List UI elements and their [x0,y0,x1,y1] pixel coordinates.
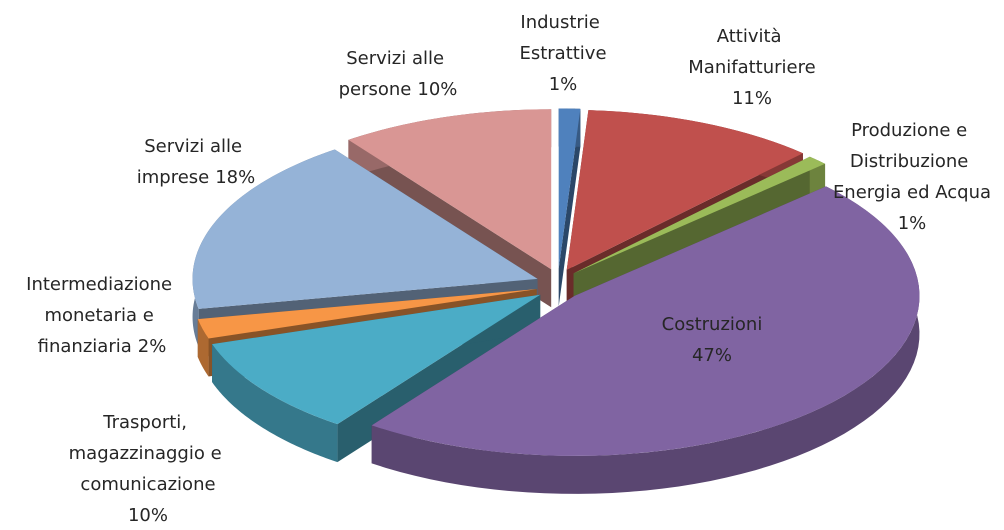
label-line: monetaria e [44,305,159,326]
label-line: Intermediazione [26,274,178,295]
pie-slice [348,109,552,270]
pie-slice [192,149,538,309]
slice-wall [212,344,338,463]
slice-wall [197,319,209,377]
label-line: Costruzioni [662,314,763,335]
label-line: Produzione e [851,120,973,141]
slice-side [558,108,581,307]
label-line: Distribuzione [850,151,974,172]
slice [558,108,581,307]
label-line: Energia ed Acqua [833,182,991,203]
pie-slice [212,294,541,425]
pie-slice [573,156,826,274]
label-line: persone [339,79,412,100]
pie-slice [558,108,581,269]
value-label: 11% [732,88,772,109]
label-line: imprese [137,167,210,188]
slice-label: Industrie Estrattive [519,12,606,64]
value-label: 47% [692,345,732,366]
label-line: comunicazione [80,474,215,495]
value-label: 10% [128,505,168,526]
label-line: Attività [717,26,788,47]
slice-label: Produzione e Distribuzione Energia ed Ac… [833,120,991,203]
label-line: Industrie [520,12,605,33]
value-label: 18% [215,167,255,188]
label-line: Servizi alle [144,136,248,157]
slice [371,186,920,494]
slice-label: Servizi alle imprese [137,136,248,188]
slice-label: Costruzioni [662,314,763,335]
slice-label: Attività Manifatturiere [688,26,815,78]
label-line: Manifatturiere [688,57,815,78]
label-line: Servizi alle [346,48,450,69]
slice-label: Intermediazione monetaria e finanziaria [26,274,178,357]
value-label: 2% [138,336,167,357]
label-line: Estrattive [519,43,606,64]
pie-slice [197,289,537,339]
label-line: Trasporti, [102,412,193,433]
label-line: finanziaria [38,336,132,357]
pie-slice [566,110,803,270]
label-line: magazzinaggio e [69,443,228,464]
value-label: 10% [417,79,457,100]
pie-slice [371,186,920,456]
value-label: 1% [898,213,927,234]
slice-label: Trasporti, magazzinaggio e comunicazione [69,412,228,495]
slice-label: Servizi alle persone [339,48,450,100]
value-label: 1% [549,74,578,95]
